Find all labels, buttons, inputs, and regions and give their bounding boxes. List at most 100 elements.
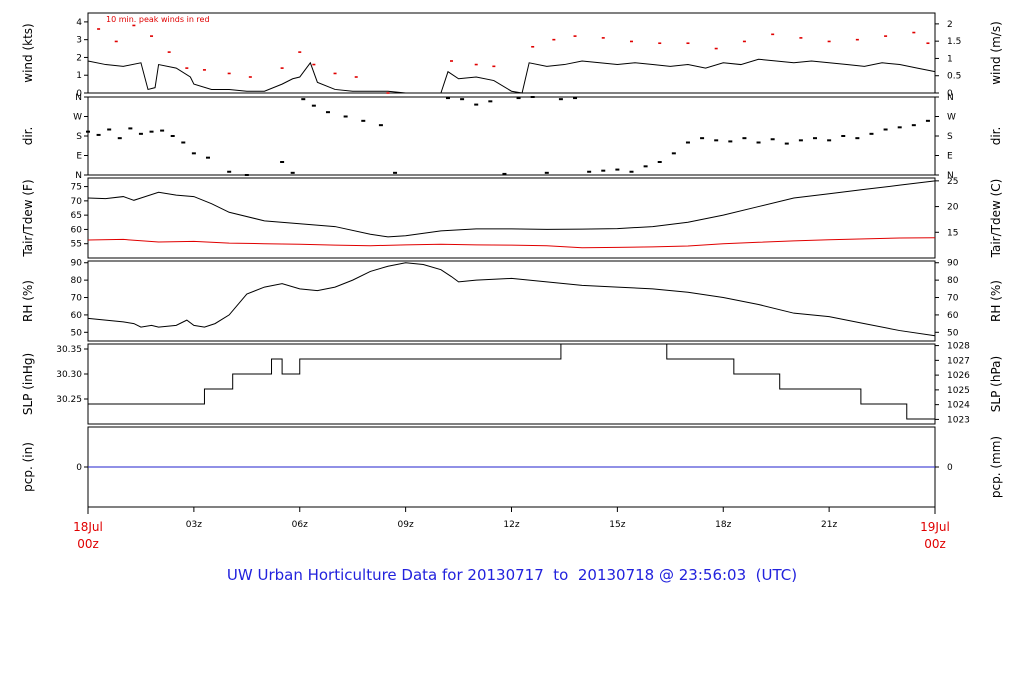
wind-peak-point	[227, 72, 231, 75]
dir-point	[784, 142, 789, 145]
dir-point	[86, 130, 90, 133]
dir-ytick-left-label: N	[75, 93, 82, 103]
wind-ytick-left-label: 0	[76, 89, 82, 99]
dir-point	[728, 140, 733, 143]
slp-series-line	[88, 343, 935, 420]
wind-ytick-right-label: 1.5	[947, 37, 961, 47]
rh-ytick-right-label: 70	[947, 294, 959, 304]
slp-ytick-left-label: 30.30	[56, 370, 82, 380]
wind-peak-point	[686, 42, 690, 45]
wind-ytick-left-label: 2	[76, 53, 82, 63]
dir-point	[601, 169, 606, 172]
dir-point	[756, 141, 761, 144]
dir-point	[117, 137, 122, 140]
dir-point	[573, 97, 578, 100]
dir-point	[657, 161, 662, 163]
pcp-ytick-left-label: 0	[76, 463, 82, 473]
wind-peak-point	[450, 60, 454, 62]
wind-peak-point	[552, 38, 556, 41]
dir-point	[897, 126, 902, 129]
dir-ytick-left-label: E	[76, 152, 82, 162]
dir-ylabel-left: dir.	[21, 127, 35, 146]
wind-peak-point	[573, 35, 577, 37]
wind-peak-point	[202, 69, 206, 71]
dir-point	[643, 165, 648, 168]
wind-peak-point	[185, 67, 189, 69]
slp-ytick-left-label: 30.25	[56, 395, 82, 405]
rh-ytick-right-label: 80	[947, 276, 959, 286]
wind-peak-point	[912, 31, 916, 34]
wind-peak-point	[771, 33, 775, 36]
dir-ylabel-right: dir.	[989, 127, 1003, 146]
wind-panel-frame	[87, 12, 936, 94]
dir-ytick-left-label: S	[76, 132, 82, 142]
wind-ytick-left-label: 4	[76, 18, 82, 28]
rh-ytick-left-label: 60	[71, 311, 83, 321]
pcp-ytick-right-label: 0	[947, 463, 953, 473]
x-major-tick-date: 18Jul	[73, 520, 103, 534]
rh-series-line	[87, 262, 936, 337]
wind-peak-point	[167, 51, 171, 53]
temp-ytick-right-label: 20	[947, 203, 959, 213]
slp-ylabel-left: SLP (inHg)	[21, 353, 35, 415]
dir-point	[502, 172, 507, 175]
dir-point	[170, 135, 175, 137]
dir-point	[827, 139, 832, 142]
temp-ylabel-left: Tair/Tdew (F)	[21, 179, 35, 257]
wind-ytick-right-label: 2	[947, 20, 953, 30]
temp-panel-frame	[87, 177, 936, 259]
temp-series-line	[87, 180, 936, 238]
dir-point	[530, 96, 535, 98]
rh-ytick-left-label: 80	[71, 276, 83, 286]
dir-point	[160, 129, 165, 132]
wind-ytick-left-label: 1	[76, 71, 82, 81]
rh-ylabel-right: RH (%)	[989, 280, 1003, 322]
wind-peak-point	[298, 51, 302, 53]
wind-peak-point	[354, 76, 358, 78]
temp-series-line	[87, 237, 936, 249]
dir-point	[107, 128, 112, 131]
wind-peak-point	[97, 28, 101, 30]
dir-point	[685, 141, 690, 144]
dir-point	[587, 170, 592, 173]
x-major-tick-date: 19Jul	[920, 520, 950, 534]
dir-point	[445, 97, 450, 100]
wind-peak-point	[884, 35, 888, 37]
dir-point	[700, 137, 705, 140]
x-tick-label: 21z	[821, 520, 837, 530]
dir-point	[911, 124, 916, 127]
temp-ytick-right-label: 15	[947, 228, 958, 238]
dir-point	[629, 170, 634, 173]
dir-point	[393, 171, 398, 174]
dir-point	[798, 139, 803, 142]
dir-ytick-right-label: E	[947, 152, 953, 162]
wind-peak-point	[531, 45, 535, 48]
slp-ytick-right-label: 1026	[947, 371, 970, 381]
slp-ytick-right-label: 1028	[947, 342, 970, 352]
wind-peak-point	[799, 37, 803, 39]
rh-ylabel-left: RH (%)	[21, 280, 35, 322]
temp-ytick-left-label: 75	[71, 183, 82, 193]
pcp-ylabel-right: pcp. (mm)	[989, 436, 1003, 498]
dir-point	[378, 124, 383, 127]
wind-peak-point	[333, 72, 337, 75]
dir-point	[742, 137, 747, 140]
wind-peak-point	[474, 63, 478, 66]
x-tick-label: 09z	[398, 520, 414, 530]
dir-panel-frame	[87, 96, 936, 176]
wind-peak-point	[714, 47, 718, 50]
dir-point	[325, 111, 330, 114]
dir-ytick-right-label: W	[947, 113, 956, 123]
wind-peak-point	[248, 76, 252, 78]
dir-ytick-right-label: N	[947, 171, 954, 181]
wind-peak-point	[601, 37, 605, 39]
dir-point	[883, 128, 888, 131]
dir-ytick-left-label: N	[75, 171, 82, 181]
dir-point	[869, 132, 874, 135]
dir-point	[516, 97, 521, 100]
dir-point	[311, 104, 316, 107]
wind-peak-point	[855, 38, 859, 41]
wind-ylabel-right: wind (m/s)	[989, 21, 1003, 85]
dir-point	[855, 137, 860, 140]
wind-ytick-left-label: 3	[76, 36, 82, 46]
